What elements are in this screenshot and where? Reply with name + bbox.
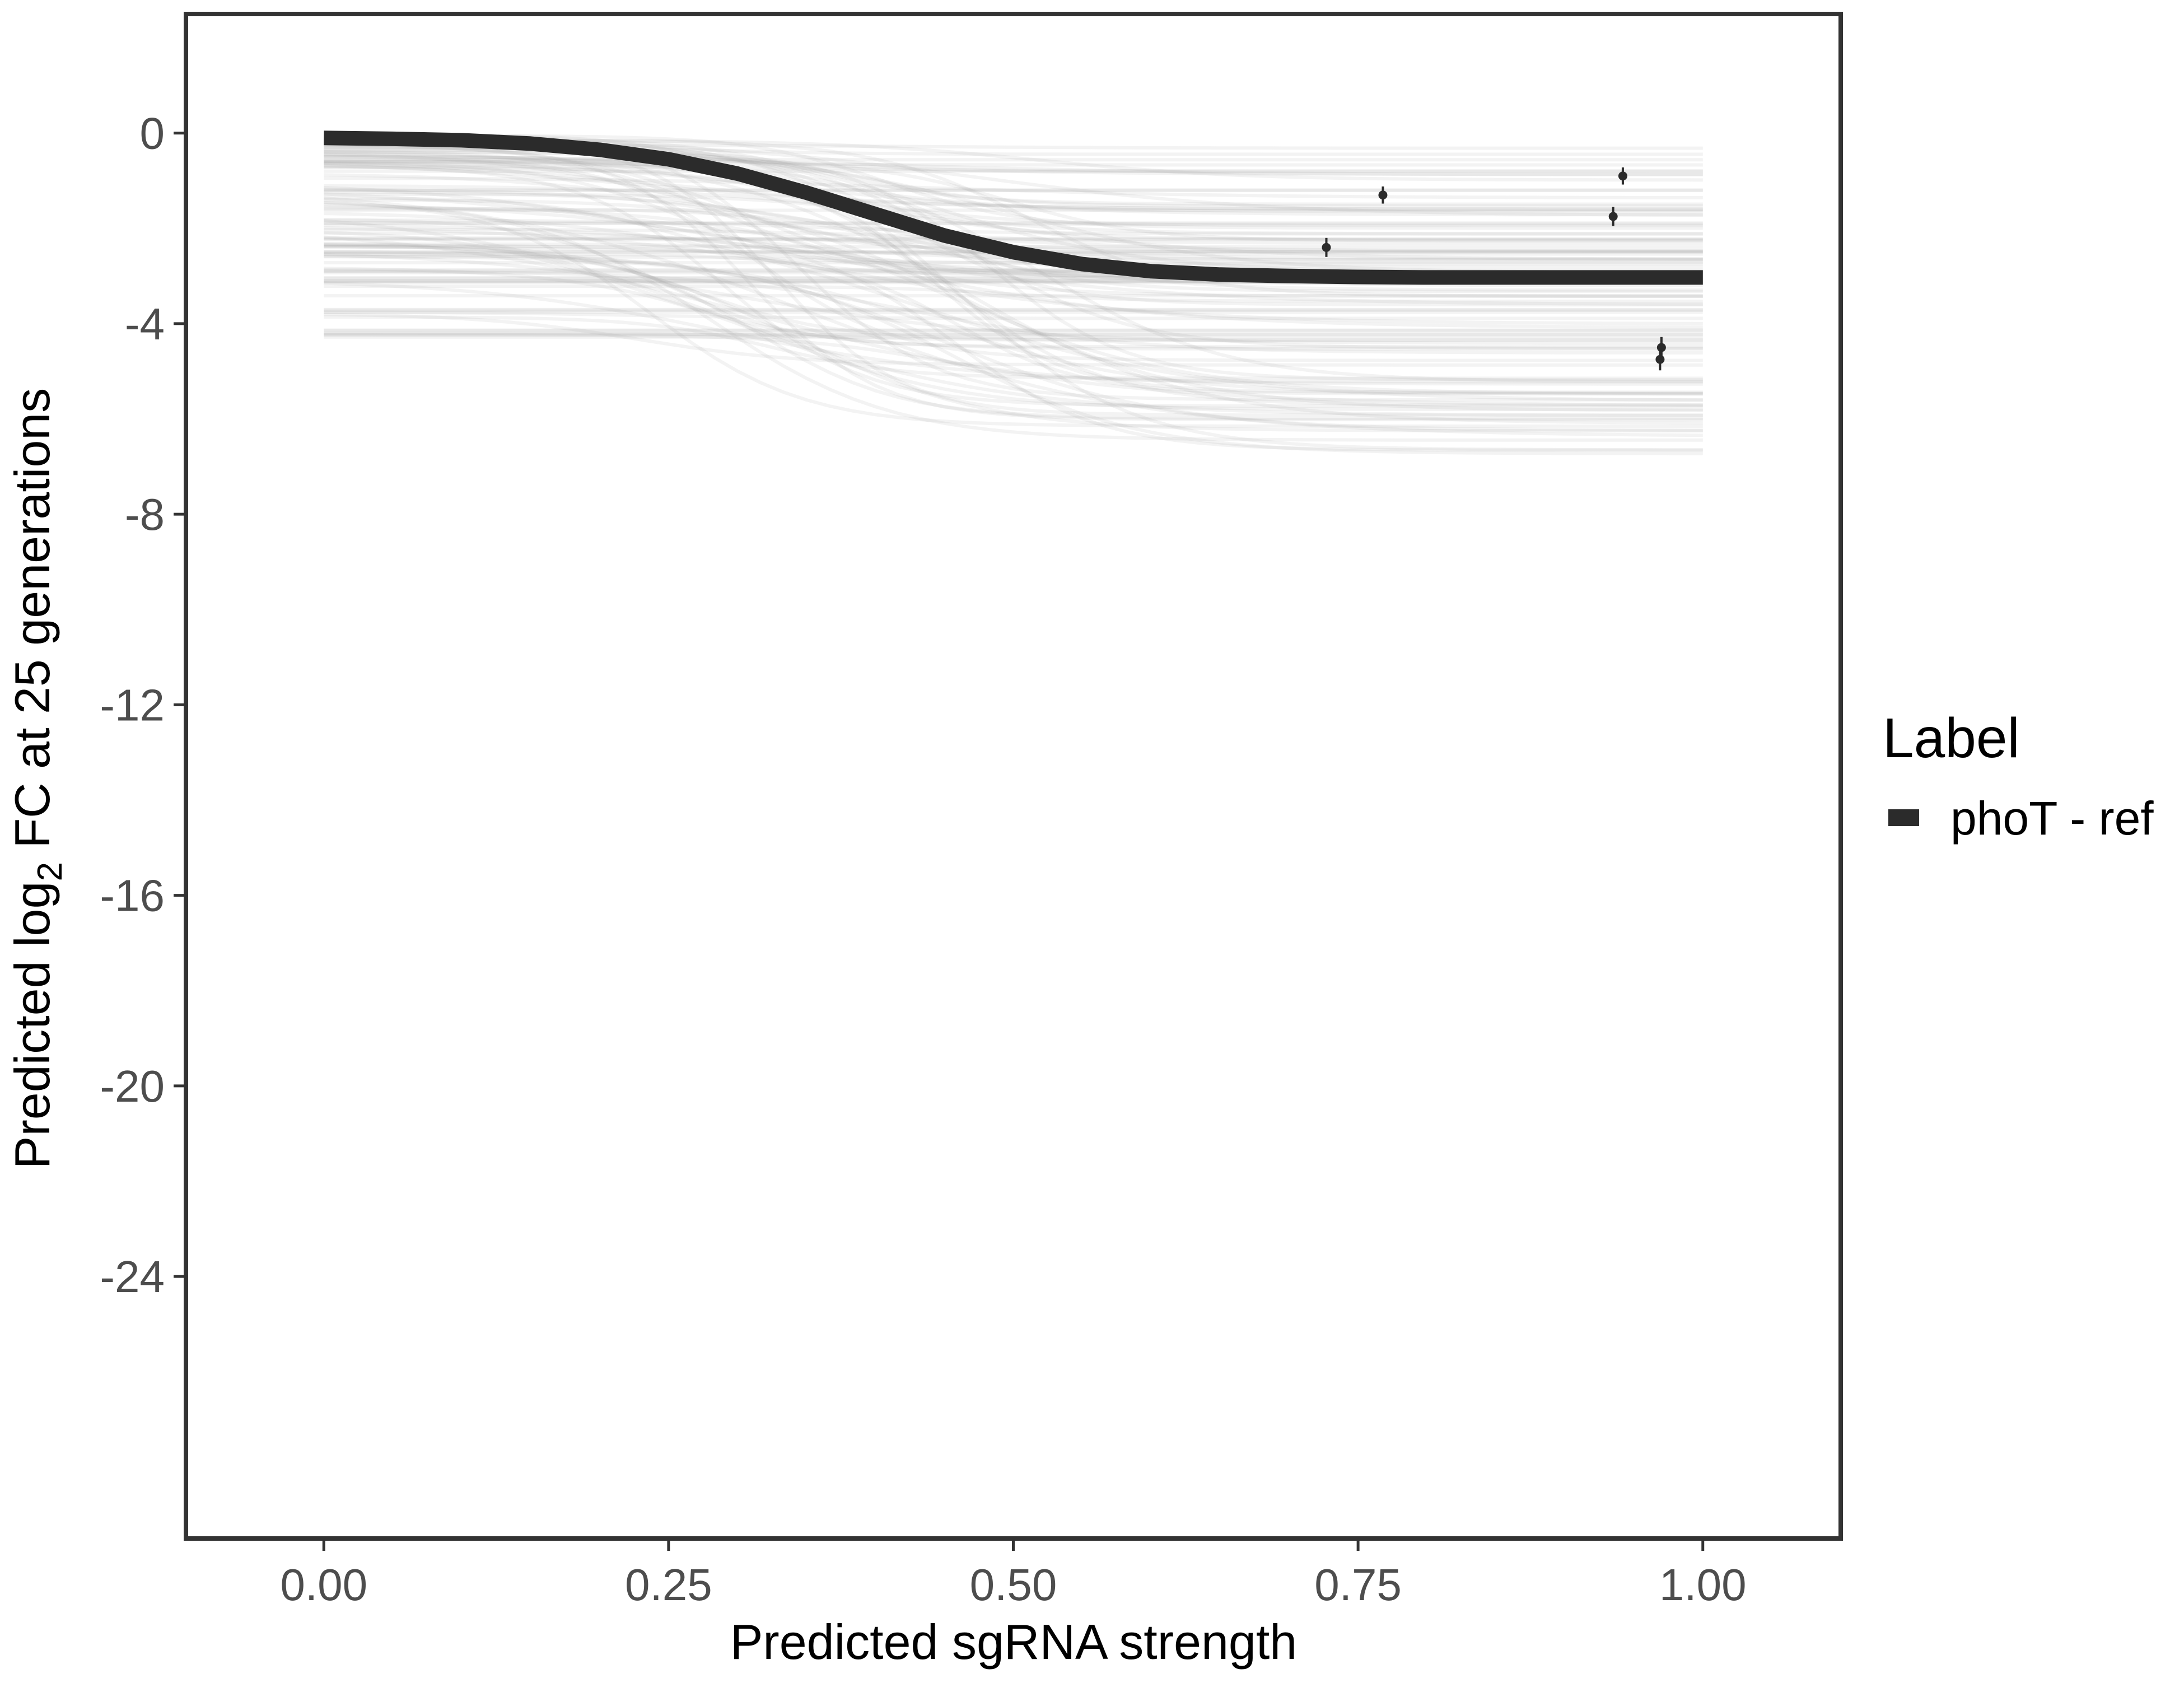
x-tick-label: 0.50 <box>970 1560 1057 1610</box>
y-axis-title-prefix: Predicted log <box>4 882 60 1169</box>
y-tick-label: -12 <box>100 680 165 730</box>
observed-point <box>1657 343 1666 352</box>
x-tick-label: 1.00 <box>1659 1560 1747 1610</box>
y-axis-title-subscript: 2 <box>31 862 69 881</box>
observed-point <box>1609 212 1618 221</box>
legend-label-phot-ref: phoT - ref <box>1950 792 2154 845</box>
x-axis-title: Predicted sgRNA strength <box>730 1614 1298 1670</box>
y-axis-title-suffix: FC at 25 generations <box>4 388 60 862</box>
y-tick-label: -20 <box>100 1061 165 1111</box>
y-tick-label: -4 <box>125 299 165 349</box>
observed-point <box>1618 171 1627 180</box>
y-tick-label: 0 <box>140 109 165 158</box>
observed-point <box>1655 355 1664 364</box>
x-tick-label: 0.25 <box>625 1560 712 1610</box>
posterior-draw-line <box>324 164 1703 165</box>
observed-point <box>1378 190 1387 199</box>
y-tick-label: -16 <box>100 871 165 921</box>
x-tick-label: 0.75 <box>1314 1560 1402 1610</box>
x-tick-label: 0.00 <box>280 1560 367 1610</box>
y-tick-label: -8 <box>125 489 165 539</box>
legend-key-phot-ref <box>1888 809 1919 826</box>
y-tick-label: -24 <box>100 1252 165 1302</box>
y-axis-title: Predicted log2 FC at 25 generations <box>4 388 69 1169</box>
legend-title: Label <box>1883 707 2020 770</box>
observed-point <box>1322 243 1331 252</box>
